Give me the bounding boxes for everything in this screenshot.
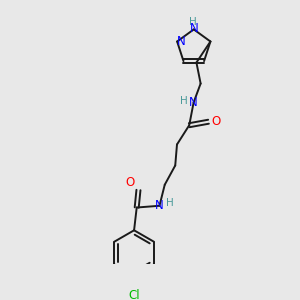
Text: H: H	[189, 17, 197, 27]
Text: N: N	[189, 96, 198, 109]
Text: N: N	[189, 22, 198, 35]
Text: O: O	[125, 176, 134, 189]
Text: H: H	[180, 96, 188, 106]
Text: O: O	[211, 115, 220, 128]
Text: N: N	[155, 199, 164, 212]
Text: H: H	[166, 198, 174, 208]
Text: N: N	[177, 35, 186, 48]
Text: Cl: Cl	[128, 290, 140, 300]
